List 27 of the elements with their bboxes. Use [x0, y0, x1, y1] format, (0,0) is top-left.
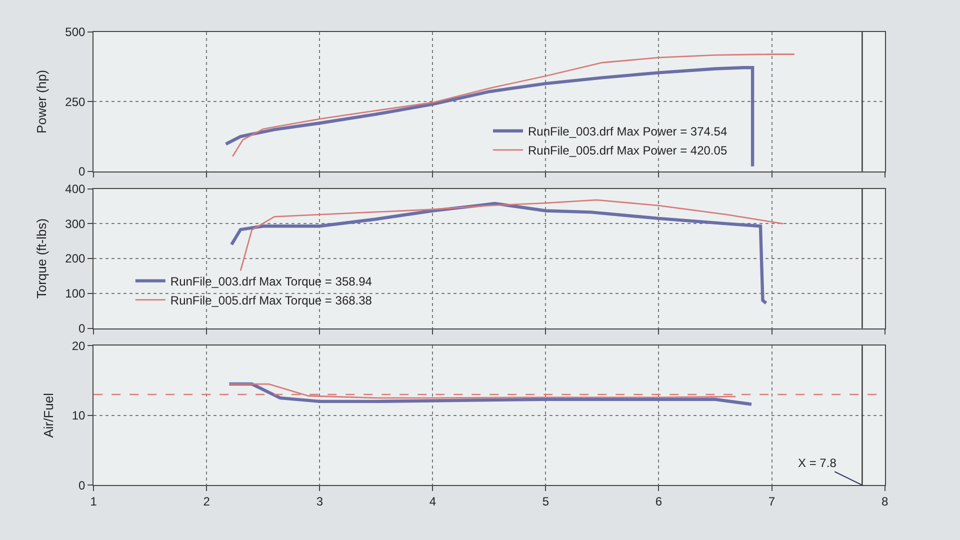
x-tick-label: 2	[203, 494, 210, 509]
y-axis-title: Torque (ft-lbs)	[34, 218, 50, 299]
y-tick-label: 400	[65, 182, 86, 196]
annotation: X = 7.8	[798, 456, 837, 470]
legend-label: RunFile_005.drf Max Torque = 368.38	[170, 293, 372, 308]
x-tick-label: 5	[542, 494, 550, 509]
x-tick-label: 4	[429, 494, 436, 509]
y-tick-label: 100	[65, 286, 86, 301]
y-axis-title: Air/Fuel	[40, 392, 56, 438]
y-tick-label: 300	[65, 216, 86, 231]
y-tick-label: 250	[65, 94, 86, 109]
legend-label: RunFile_003.drf Max Power = 374.54	[528, 124, 728, 139]
y-tick-label: 500	[65, 25, 86, 40]
x-tick-label: 7	[768, 494, 776, 509]
y-axis-title: Power (hp)	[34, 70, 50, 134]
legend-label: RunFile_005.drf Max Power = 420.05	[528, 144, 728, 158]
x-tick-label: 6	[655, 494, 662, 509]
y-tick-label: 0	[78, 478, 86, 492]
y-tick-label: 200	[65, 252, 86, 266]
y-tick-label: 0	[78, 321, 86, 336]
x-tick-label: 8	[881, 494, 888, 509]
y-tick-label: 10	[72, 408, 86, 423]
legend-label: RunFile_003.drf Max Torque = 358.94	[170, 274, 372, 288]
x-tick-label: 1	[90, 494, 98, 509]
y-tick-label: 0	[78, 164, 86, 179]
x-tick-label: 3	[316, 494, 324, 509]
y-tick-label: 20	[72, 338, 86, 353]
